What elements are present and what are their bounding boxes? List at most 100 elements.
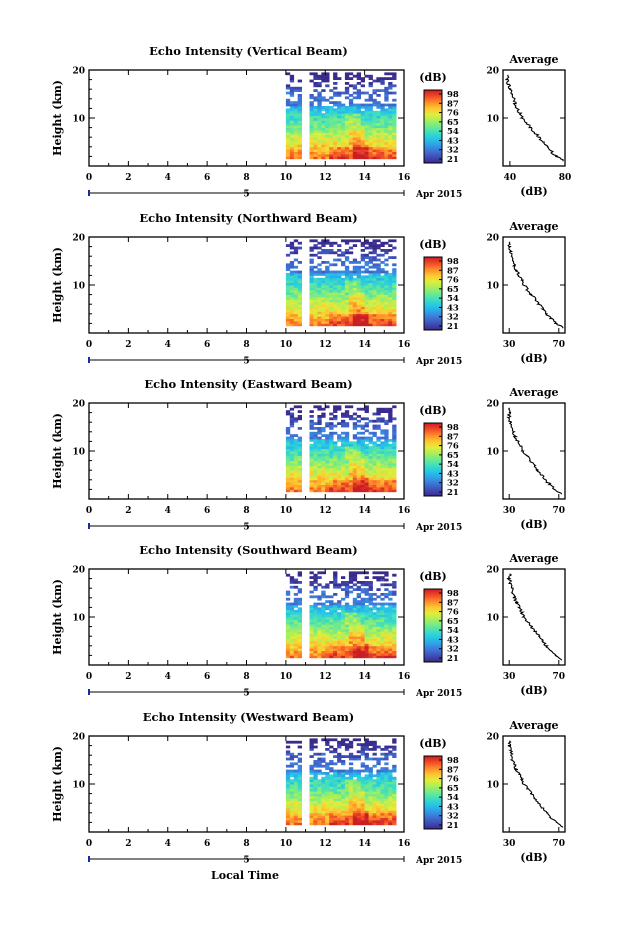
colorbar-tick-label: 76 bbox=[447, 109, 459, 119]
average-x-label: (dB) bbox=[520, 684, 547, 697]
colorbar-tick-label: 87 bbox=[447, 99, 459, 109]
x-tick-label: 6 bbox=[204, 839, 210, 849]
colorbar-tick-label: 76 bbox=[447, 608, 459, 618]
y-tick-label: 20 bbox=[72, 400, 85, 410]
average-x-tick-label: 30 bbox=[503, 672, 516, 682]
average-y-tick-label: 20 bbox=[486, 400, 499, 410]
date-label: Apr 2015 bbox=[415, 689, 462, 699]
colorbar-tick-label: 87 bbox=[447, 765, 459, 775]
date-label: Apr 2015 bbox=[415, 523, 462, 533]
colorbar-tick-label: 87 bbox=[447, 266, 459, 276]
average-x-tick-label: 70 bbox=[553, 672, 566, 682]
date-day-label: 5 bbox=[243, 357, 249, 367]
colorbar-tick-label: 54 bbox=[447, 294, 459, 304]
x-tick-label: 4 bbox=[165, 173, 171, 183]
colorbar bbox=[423, 588, 443, 663]
x-tick-label: 6 bbox=[204, 340, 210, 350]
colorbar-tick-label: 98 bbox=[447, 90, 459, 100]
x-tick-label: 16 bbox=[398, 839, 411, 849]
x-tick-label: 6 bbox=[204, 506, 210, 516]
colorbar-tick-label: 43 bbox=[447, 136, 459, 146]
average-profile-line bbox=[506, 407, 563, 495]
average-title: Average bbox=[508, 386, 558, 399]
heatmap-cells bbox=[285, 72, 397, 160]
average-x-tick-label: 30 bbox=[503, 506, 516, 516]
y-axis-label: Height (km) bbox=[51, 247, 64, 323]
colorbar bbox=[423, 755, 443, 830]
average-frame bbox=[502, 402, 566, 500]
x-tick-label: 2 bbox=[125, 839, 131, 849]
colorbar-tick-label: 65 bbox=[447, 118, 459, 128]
colorbar-tick-label: 65 bbox=[447, 617, 459, 627]
x-tick-label: 8 bbox=[243, 340, 249, 350]
colorbar-tick-label: 43 bbox=[447, 469, 459, 479]
colorbar-unit: (dB) bbox=[419, 238, 446, 251]
x-tick-label: 12 bbox=[319, 839, 332, 849]
average-title: Average bbox=[508, 53, 558, 66]
colorbar-tick-label: 21 bbox=[447, 654, 459, 664]
colorbar-tick-label: 76 bbox=[447, 276, 459, 286]
x-tick-label: 14 bbox=[358, 839, 371, 849]
x-tick-label: 2 bbox=[125, 173, 131, 183]
colorbar-tick-label: 98 bbox=[447, 756, 459, 766]
colorbar-tick-label: 21 bbox=[447, 322, 459, 332]
colorbar-tick-label: 54 bbox=[447, 793, 459, 803]
average-x-tick-label: 70 bbox=[553, 340, 566, 350]
average-profile-line bbox=[506, 573, 563, 661]
average-x-label: (dB) bbox=[520, 851, 547, 864]
y-tick-label: 20 bbox=[72, 566, 85, 576]
colorbar-tick-label: 65 bbox=[447, 784, 459, 794]
panel-title: Echo Intensity (Westward Beam) bbox=[143, 710, 354, 724]
panel-4: Echo Intensity (Southward Beam) Height (k… bbox=[51, 543, 566, 699]
panel-5: Echo Intensity (Westward Beam) Height (km… bbox=[51, 710, 566, 866]
average-y-tick-label: 10 bbox=[486, 614, 499, 624]
colorbar-tick-label: 21 bbox=[447, 821, 459, 831]
x-tick-label: 10 bbox=[280, 173, 293, 183]
heatmap-cells bbox=[285, 571, 397, 659]
average-y-tick-label: 10 bbox=[486, 448, 499, 458]
date-label: Apr 2015 bbox=[415, 190, 462, 200]
average-x-tick-label: 30 bbox=[503, 839, 516, 849]
colorbar-tick-label: 54 bbox=[447, 626, 459, 636]
average-frame bbox=[502, 69, 566, 167]
x-tick-label: 4 bbox=[165, 340, 171, 350]
average-y-tick-label: 20 bbox=[486, 566, 499, 576]
average-title: Average bbox=[508, 719, 558, 732]
x-tick-label: 12 bbox=[319, 506, 332, 516]
colorbar-tick-label: 98 bbox=[447, 257, 459, 267]
y-axis-label: Height (km) bbox=[51, 579, 64, 655]
y-tick-label: 10 bbox=[72, 448, 85, 458]
x-tick-label: 6 bbox=[204, 672, 210, 682]
colorbar-tick-label: 87 bbox=[447, 432, 459, 442]
panel-title: Echo Intensity (Northward Beam) bbox=[139, 211, 357, 225]
colorbar-tick-label: 98 bbox=[447, 589, 459, 599]
colorbar-tick-label: 54 bbox=[447, 127, 459, 137]
average-profile-line bbox=[507, 241, 564, 329]
y-tick-label: 10 bbox=[72, 282, 85, 292]
heatmap-cells bbox=[285, 738, 397, 826]
average-profile-line bbox=[504, 74, 565, 162]
x-tick-label: 6 bbox=[204, 173, 210, 183]
colorbar-tick-label: 76 bbox=[447, 442, 459, 452]
heatmap-cells bbox=[285, 239, 397, 327]
average-x-label: (dB) bbox=[520, 518, 547, 531]
average-x-tick-label: 70 bbox=[553, 839, 566, 849]
x-tick-label: 2 bbox=[125, 506, 131, 516]
x-tick-label: 12 bbox=[319, 173, 332, 183]
x-tick-label: 4 bbox=[165, 839, 171, 849]
colorbar-tick-label: 65 bbox=[447, 285, 459, 295]
panel-title: Echo Intensity (Southward Beam) bbox=[139, 543, 357, 557]
panel-title: Echo Intensity (Eastward Beam) bbox=[144, 377, 352, 391]
average-x-tick-label: 70 bbox=[553, 506, 566, 516]
x-tick-label: 10 bbox=[280, 672, 293, 682]
x-tick-label: 14 bbox=[358, 672, 371, 682]
x-tick-label: 14 bbox=[358, 173, 371, 183]
y-axis-label: Height (km) bbox=[51, 413, 64, 489]
y-tick-label: 10 bbox=[72, 115, 85, 125]
date-day-label: 5 bbox=[243, 190, 249, 200]
colorbar-tick-label: 21 bbox=[447, 155, 459, 165]
panel-2: Echo Intensity (Northward Beam) Height (k… bbox=[51, 211, 566, 367]
x-tick-label: 10 bbox=[280, 839, 293, 849]
average-x-tick-label: 40 bbox=[504, 173, 517, 183]
